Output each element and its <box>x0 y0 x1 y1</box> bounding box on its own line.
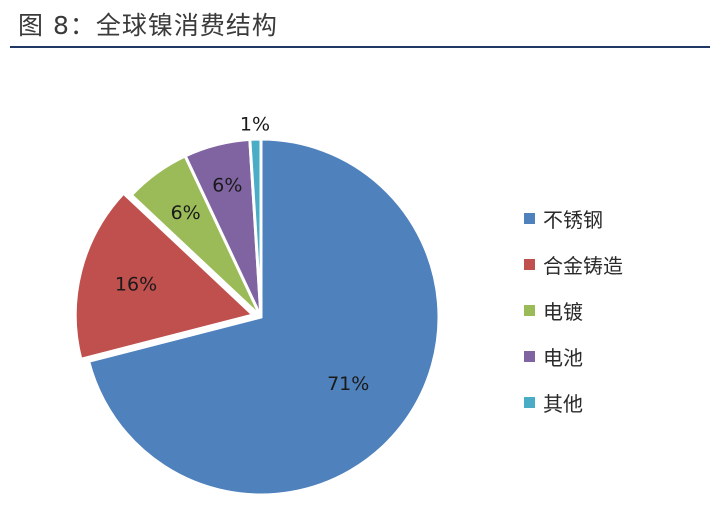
pie-slice-5 <box>248 137 263 319</box>
legend-swatch <box>524 258 535 270</box>
legend-swatch <box>524 212 535 224</box>
legend-label: 电池 <box>543 345 583 370</box>
legend-item-1: 不锈钢 <box>524 195 623 241</box>
pie-slice-2 <box>73 191 255 361</box>
legend-item-3: 电镀 <box>524 287 623 333</box>
pie-slice-1 <box>87 137 441 497</box>
title-divider <box>10 46 710 48</box>
legend-swatch <box>524 396 535 408</box>
legend-item-5: 其他 <box>524 379 623 425</box>
figure-title: 图 8：全球镍消费结构 <box>18 11 278 40</box>
legend-label: 其他 <box>543 391 583 416</box>
legend-swatch <box>524 304 535 316</box>
legend-label: 不锈钢 <box>543 207 603 232</box>
chart-legend: 不锈钢合金铸造电镀电池其他 <box>524 195 623 425</box>
slice-label-5: 1% <box>240 113 270 135</box>
slice-label-1: 71% <box>327 373 369 395</box>
slice-label-3: 6% <box>171 202 201 224</box>
legend-swatch <box>524 350 535 362</box>
slice-label-4: 6% <box>212 174 242 196</box>
slice-label-2: 16% <box>115 273 157 295</box>
legend-label: 合金铸造 <box>543 253 623 278</box>
legend-item-2: 合金铸造 <box>524 241 623 287</box>
legend-item-4: 电池 <box>524 333 623 379</box>
legend-label: 电镀 <box>543 299 583 324</box>
